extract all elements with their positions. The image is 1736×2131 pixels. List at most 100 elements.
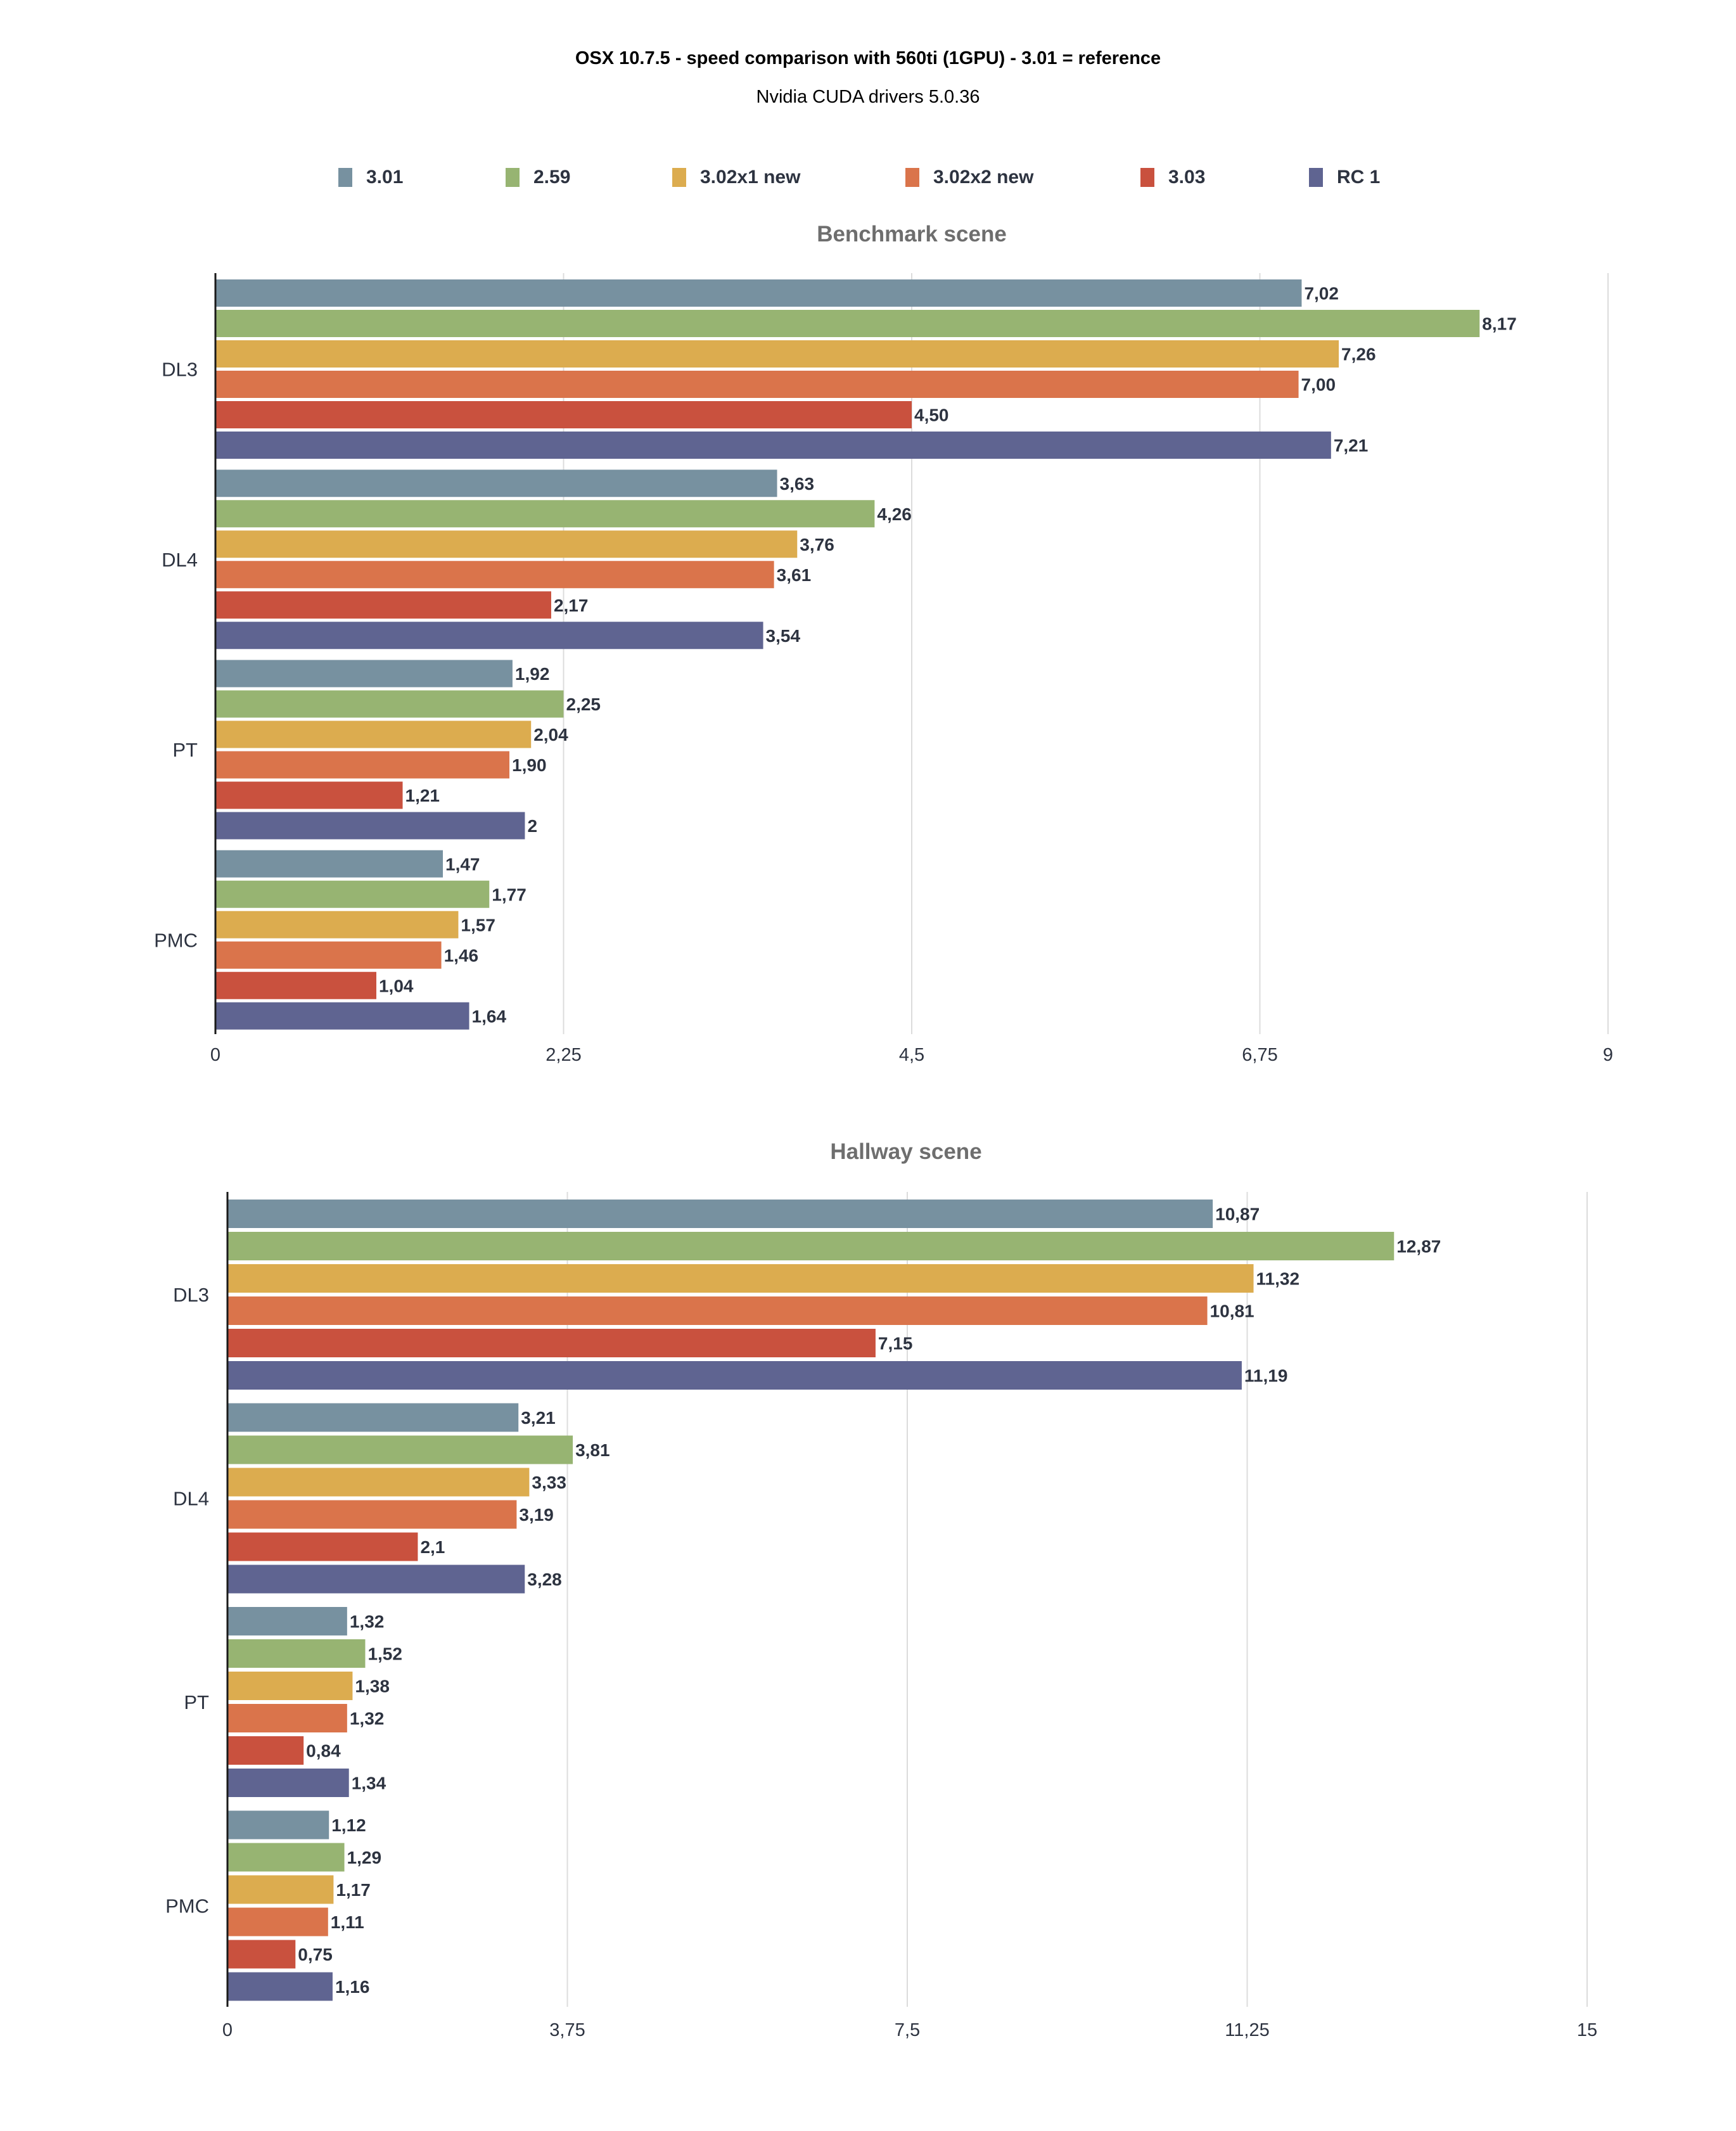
bar-dl4-2-59[interactable] bbox=[228, 1435, 573, 1464]
bar-pmc-3-03[interactable] bbox=[228, 1940, 296, 1969]
bar-dl4-3-02x2-new[interactable] bbox=[216, 561, 774, 589]
legend-swatch bbox=[1309, 168, 1323, 187]
bar-pmc-3-01[interactable] bbox=[228, 1810, 329, 1840]
bar-dl3-rc-1[interactable] bbox=[228, 1361, 1242, 1390]
data-label: 1,11 bbox=[331, 1912, 364, 1932]
bar-dl3-3-02x2-new[interactable] bbox=[216, 371, 1299, 398]
bar-dl4-rc-1[interactable] bbox=[216, 622, 763, 650]
legend-swatch bbox=[506, 168, 520, 187]
bar-dl4-2-59[interactable] bbox=[216, 500, 875, 528]
bar-pmc-3-02x2-new[interactable] bbox=[216, 941, 442, 969]
x-tick-label: 9 bbox=[1603, 1045, 1613, 1065]
bar-pmc-3-01[interactable] bbox=[216, 850, 444, 878]
legend-item-rc-1[interactable]: RC 1 bbox=[1309, 166, 1380, 189]
bar-pt-3-03[interactable] bbox=[216, 781, 403, 809]
legend-label: RC 1 bbox=[1337, 167, 1381, 188]
legend-item-3-03[interactable]: 3.03 bbox=[1140, 166, 1205, 189]
legend-swatch bbox=[905, 168, 919, 187]
data-label: 3,81 bbox=[575, 1440, 610, 1460]
data-label: 1,57 bbox=[461, 915, 495, 935]
data-label: 7,15 bbox=[878, 1334, 913, 1353]
bar-pt-3-02x1-new[interactable] bbox=[216, 720, 532, 748]
data-label: 0,84 bbox=[306, 1741, 341, 1761]
bar-dl3-2-59[interactable] bbox=[228, 1232, 1395, 1260]
bar-pmc-rc-1[interactable] bbox=[228, 1972, 333, 2001]
category-label-pmc: PMC bbox=[154, 929, 198, 951]
bar-dl3-3-02x1-new[interactable] bbox=[228, 1264, 1254, 1293]
bar-pt-3-02x2-new[interactable] bbox=[216, 751, 510, 779]
bar-pt-3-01[interactable] bbox=[228, 1607, 347, 1635]
bar-dl3-3-03[interactable] bbox=[228, 1329, 876, 1357]
bar-dl4-3-01[interactable] bbox=[216, 470, 777, 497]
category-label-pmc: PMC bbox=[165, 1895, 209, 1917]
bar-dl4-3-03[interactable] bbox=[216, 591, 551, 619]
bar-dl4-3-02x2-new[interactable] bbox=[228, 1500, 517, 1529]
bar-dl4-3-02x1-new[interactable] bbox=[228, 1468, 530, 1497]
bar-dl3-3-02x2-new[interactable] bbox=[228, 1296, 1208, 1325]
data-label: 1,64 bbox=[472, 1006, 507, 1026]
bar-pt-3-01[interactable] bbox=[216, 660, 513, 688]
category-label-pt: PT bbox=[172, 739, 198, 761]
bar-pt-3-03[interactable] bbox=[228, 1736, 304, 1765]
category-label-dl4: DL4 bbox=[173, 1488, 209, 1510]
bar-pmc-rc-1[interactable] bbox=[216, 1002, 469, 1030]
bar-pmc-3-02x1-new[interactable] bbox=[228, 1875, 334, 1904]
data-label: 3,54 bbox=[766, 626, 801, 646]
data-label: 1,90 bbox=[512, 755, 547, 775]
bar-dl3-3-01[interactable] bbox=[216, 279, 1302, 307]
data-label: 3,33 bbox=[532, 1473, 566, 1492]
bar-dl4-3-02x1-new[interactable] bbox=[216, 530, 798, 558]
bar-dl3-3-01[interactable] bbox=[228, 1200, 1213, 1228]
data-label: 3,63 bbox=[780, 474, 815, 494]
data-label: 2,04 bbox=[533, 725, 568, 745]
x-tick-label: 2,25 bbox=[546, 1045, 581, 1065]
bar-pmc-3-02x1-new[interactable] bbox=[216, 911, 459, 938]
x-tick-label: 11,25 bbox=[1225, 2020, 1269, 2040]
bar-pmc-2-59[interactable] bbox=[228, 1843, 345, 1872]
data-label: 1,77 bbox=[492, 885, 527, 904]
data-label: 10,81 bbox=[1210, 1302, 1254, 1321]
data-label: 2 bbox=[527, 816, 537, 836]
bar-pt-2-59[interactable] bbox=[216, 690, 564, 718]
data-label: 1,92 bbox=[515, 664, 550, 684]
bar-dl3-rc-1[interactable] bbox=[216, 432, 1331, 459]
bar-dl4-3-03[interactable] bbox=[228, 1532, 418, 1561]
bar-dl4-3-01[interactable] bbox=[228, 1403, 519, 1432]
data-label: 1,12 bbox=[331, 1815, 366, 1835]
legend-item-3-02x2-new[interactable]: 3.02x2 new bbox=[905, 166, 1033, 189]
data-label: 1,52 bbox=[367, 1644, 402, 1664]
bar-dl3-2-59[interactable] bbox=[216, 310, 1480, 337]
legend-item-2-59[interactable]: 2.59 bbox=[506, 166, 570, 189]
bar-dl4-rc-1[interactable] bbox=[228, 1565, 525, 1594]
data-label: 1,47 bbox=[445, 854, 480, 874]
legend-label: 3.03 bbox=[1168, 167, 1206, 188]
legend-swatch bbox=[1140, 168, 1154, 187]
legend-swatch bbox=[338, 168, 352, 187]
x-tick-label: 15 bbox=[1577, 2020, 1597, 2040]
data-label: 10,87 bbox=[1215, 1205, 1260, 1224]
data-label: 8,17 bbox=[1482, 314, 1517, 334]
bar-dl3-3-03[interactable] bbox=[216, 401, 912, 428]
data-label: 1,32 bbox=[350, 1612, 385, 1632]
bar-pt-2-59[interactable] bbox=[228, 1639, 366, 1668]
data-label: 2,25 bbox=[566, 694, 601, 714]
data-label: 1,21 bbox=[405, 786, 440, 805]
legend-item-3-02x1-new[interactable]: 3.02x1 new bbox=[672, 166, 800, 189]
bar-dl3-3-02x1-new[interactable] bbox=[216, 340, 1339, 368]
legend-label: 3.01 bbox=[366, 167, 404, 188]
hallway-scene-chart: Hallway scene 0 3,75 7,5 11,25 15 DL3 10,87 12,… bbox=[165, 1139, 1597, 2040]
x-tick-label: 7,5 bbox=[895, 2020, 920, 2040]
x-tick-label: 3,75 bbox=[549, 2020, 585, 2040]
bar-pmc-3-03[interactable] bbox=[216, 971, 376, 999]
data-label: 1,34 bbox=[352, 1774, 386, 1793]
bar-pmc-3-02x2-new[interactable] bbox=[228, 1907, 328, 1936]
bar-pmc-2-59[interactable] bbox=[216, 880, 490, 908]
bar-pt-rc-1[interactable] bbox=[216, 812, 525, 840]
bar-pt-3-02x1-new[interactable] bbox=[228, 1672, 353, 1700]
data-label: 4,50 bbox=[914, 406, 949, 425]
chart-title: Benchmark scene bbox=[817, 222, 1007, 246]
legend-item-3-01[interactable]: 3.01 bbox=[338, 166, 403, 189]
bar-pt-3-02x2-new[interactable] bbox=[228, 1704, 347, 1732]
bar-pt-rc-1[interactable] bbox=[228, 1769, 349, 1797]
